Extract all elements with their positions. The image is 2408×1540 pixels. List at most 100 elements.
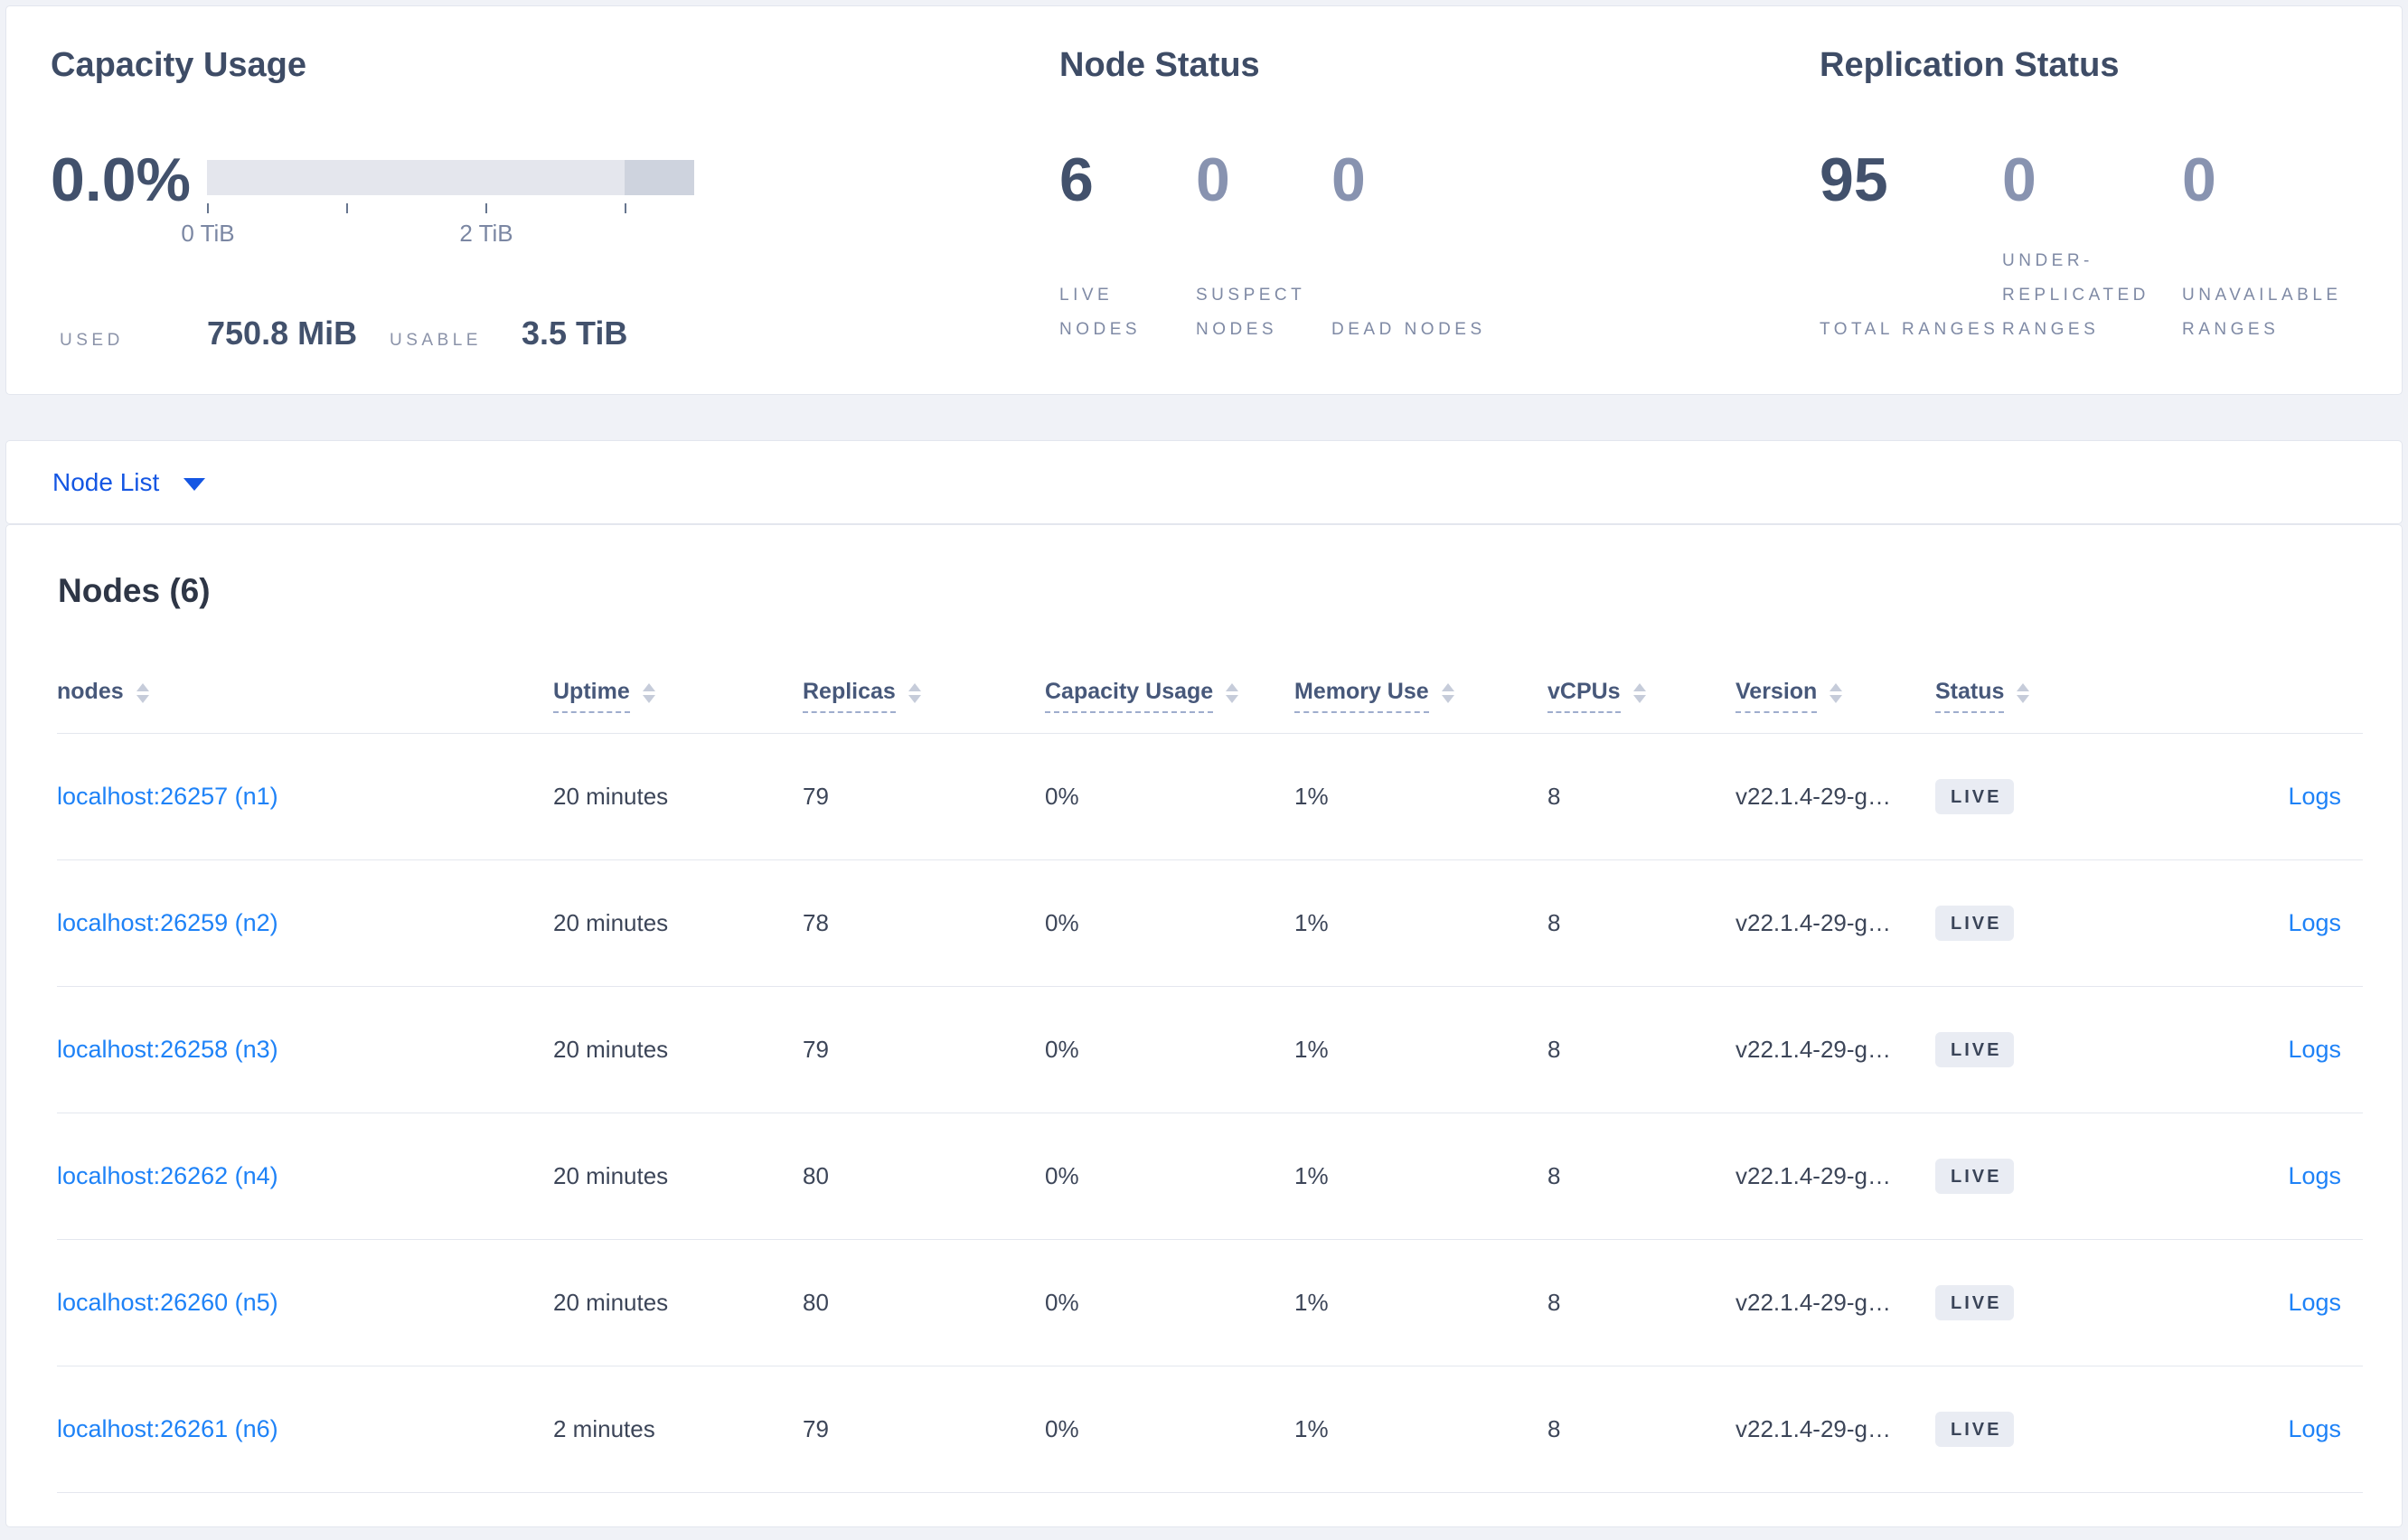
node-link[interactable]: localhost:26257 (n1) [57, 783, 278, 810]
sort-icon[interactable] [1830, 683, 1843, 703]
replicas-cell: 78 [803, 909, 829, 936]
uptime-cell: 20 minutes [553, 783, 669, 810]
status-badge: LIVE [1935, 1285, 2015, 1320]
chevron-down-icon [183, 477, 206, 491]
node-link[interactable]: localhost:26260 (n5) [57, 1289, 278, 1316]
node-status-section: Node Status 6 0 0 LIVE NODES SUSPECT NOD… [1059, 6, 1746, 396]
logs-link[interactable]: Logs [2288, 1162, 2341, 1189]
uptime-cell: 20 minutes [553, 1162, 669, 1189]
total-ranges-value: 95 [1820, 146, 1888, 214]
live-nodes-label: LIVE NODES [1059, 286, 1142, 339]
suspect-nodes-label: SUSPECT NODES [1196, 286, 1305, 339]
table-row: localhost:26261 (n6) 2 minutes 79 0% 1% … [57, 1366, 2363, 1493]
logs-link[interactable]: Logs [2288, 783, 2341, 810]
logs-link[interactable]: Logs [2288, 909, 2341, 936]
memory-cell: 1% [1294, 1162, 1329, 1189]
capacity-bar-reserved-segment [624, 160, 694, 195]
version-cell: v22.1.4-29-g… [1735, 1162, 1891, 1189]
version-cell: v22.1.4-29-g… [1735, 783, 1891, 810]
replicas-cell: 80 [803, 1289, 829, 1316]
sort-icon[interactable] [2017, 683, 2030, 703]
vcpus-cell: 8 [1547, 783, 1561, 810]
capacity-cell: 0% [1045, 783, 1079, 810]
vcpus-cell: 8 [1547, 1289, 1561, 1316]
version-cell: v22.1.4-29-g… [1735, 909, 1891, 936]
node-link[interactable]: localhost:26258 (n3) [57, 1036, 278, 1063]
capacity-usage-section: Capacity Usage 0.0% 0 TiB 2 TiB USED 750… [51, 6, 1000, 396]
column-header-replicas[interactable]: Replicas [803, 679, 1045, 713]
sort-icon[interactable] [1632, 683, 1646, 703]
memory-cell: 1% [1294, 1415, 1329, 1442]
logs-link[interactable]: Logs [2288, 1036, 2341, 1063]
column-header-uptime[interactable]: Uptime [553, 679, 803, 713]
table-row: localhost:26262 (n4) 20 minutes 80 0% 1%… [57, 1113, 2363, 1240]
axis-tick [625, 203, 626, 213]
status-badge: LIVE [1935, 1412, 2015, 1447]
uptime-cell: 20 minutes [553, 909, 669, 936]
dead-nodes-value: 0 [1331, 146, 1366, 214]
capacity-cell: 0% [1045, 1415, 1079, 1442]
nodes-heading: Nodes (6) [58, 572, 211, 609]
capacity-cell: 0% [1045, 909, 1079, 936]
uptime-cell: 2 minutes [553, 1415, 655, 1442]
sort-icon[interactable] [642, 683, 655, 703]
column-header-vcpus[interactable]: vCPUs [1547, 679, 1735, 713]
capacity-bar-usable-segment [207, 160, 625, 195]
capacity-cell: 0% [1045, 1289, 1079, 1316]
vcpus-cell: 8 [1547, 1036, 1561, 1063]
total-ranges-label: TOTAL RANGES [1820, 320, 1999, 339]
column-header-status[interactable]: Status [1935, 679, 2258, 713]
suspect-nodes-value: 0 [1196, 146, 1230, 214]
replication-status-section: Replication Status 95 0 0 TOTAL RANGES U… [1820, 6, 2403, 396]
logs-link[interactable]: Logs [2288, 1289, 2341, 1316]
capacity-bar-chart: 0 TiB 2 TiB [181, 160, 694, 259]
node-list-dropdown-label: Node List [52, 467, 160, 496]
unavailable-ranges-label: UNAVAILABLE RANGES [2182, 286, 2342, 339]
nodes-table-card: Nodes (6) nodes Uptime Replicas Capacity… [5, 524, 2403, 1527]
under-replicated-ranges-label: UNDER-REPLICATED RANGES [2002, 251, 2149, 339]
replicas-cell: 79 [803, 783, 829, 810]
used-label: USED [60, 331, 124, 350]
logs-link[interactable]: Logs [2288, 1415, 2341, 1442]
memory-cell: 1% [1294, 909, 1329, 936]
axis-tick [346, 203, 348, 213]
memory-cell: 1% [1294, 1289, 1329, 1316]
column-header-version[interactable]: Version [1735, 679, 1935, 713]
version-cell: v22.1.4-29-g… [1735, 1036, 1891, 1063]
dead-nodes-label: DEAD NODES [1331, 320, 1486, 339]
axis-tick [207, 203, 209, 213]
sort-icon[interactable] [1441, 683, 1454, 703]
capacity-bar [207, 160, 694, 195]
node-list-dropdown[interactable]: Node List [52, 467, 206, 497]
node-link[interactable]: localhost:26259 (n2) [57, 909, 278, 936]
vcpus-cell: 8 [1547, 1162, 1561, 1189]
replicas-cell: 80 [803, 1162, 829, 1189]
table-row: localhost:26258 (n3) 20 minutes 79 0% 1%… [57, 987, 2363, 1113]
sort-icon[interactable] [908, 683, 921, 703]
usable-label: USABLE [390, 331, 482, 350]
replicas-cell: 79 [803, 1036, 829, 1063]
version-cell: v22.1.4-29-g… [1735, 1289, 1891, 1316]
status-badge: LIVE [1935, 779, 2015, 814]
column-header-nodes[interactable]: nodes [57, 679, 553, 713]
capacity-percent-value: 0.0% [51, 146, 191, 214]
node-status-title: Node Status [1059, 46, 1260, 84]
node-link[interactable]: localhost:26261 (n6) [57, 1415, 278, 1442]
vcpus-cell: 8 [1547, 909, 1561, 936]
unavailable-ranges-value: 0 [2182, 146, 2216, 214]
node-link[interactable]: localhost:26262 (n4) [57, 1162, 278, 1189]
capacity-cell: 0% [1045, 1162, 1079, 1189]
replication-status-title: Replication Status [1820, 46, 2120, 84]
column-header-memory-use[interactable]: Memory Use [1294, 679, 1547, 713]
version-cell: v22.1.4-29-g… [1735, 1415, 1891, 1442]
capacity-usage-title: Capacity Usage [51, 46, 307, 84]
memory-cell: 1% [1294, 1036, 1329, 1063]
sort-icon[interactable] [136, 683, 149, 703]
uptime-cell: 20 minutes [553, 1036, 669, 1063]
under-replicated-ranges-value: 0 [2002, 146, 2036, 214]
column-header-capacity-usage[interactable]: Capacity Usage [1045, 679, 1294, 713]
status-badge: LIVE [1935, 1032, 2015, 1067]
sort-icon[interactable] [1226, 683, 1239, 703]
table-row: localhost:26259 (n2) 20 minutes 78 0% 1%… [57, 860, 2363, 987]
live-nodes-value: 6 [1059, 146, 1094, 214]
